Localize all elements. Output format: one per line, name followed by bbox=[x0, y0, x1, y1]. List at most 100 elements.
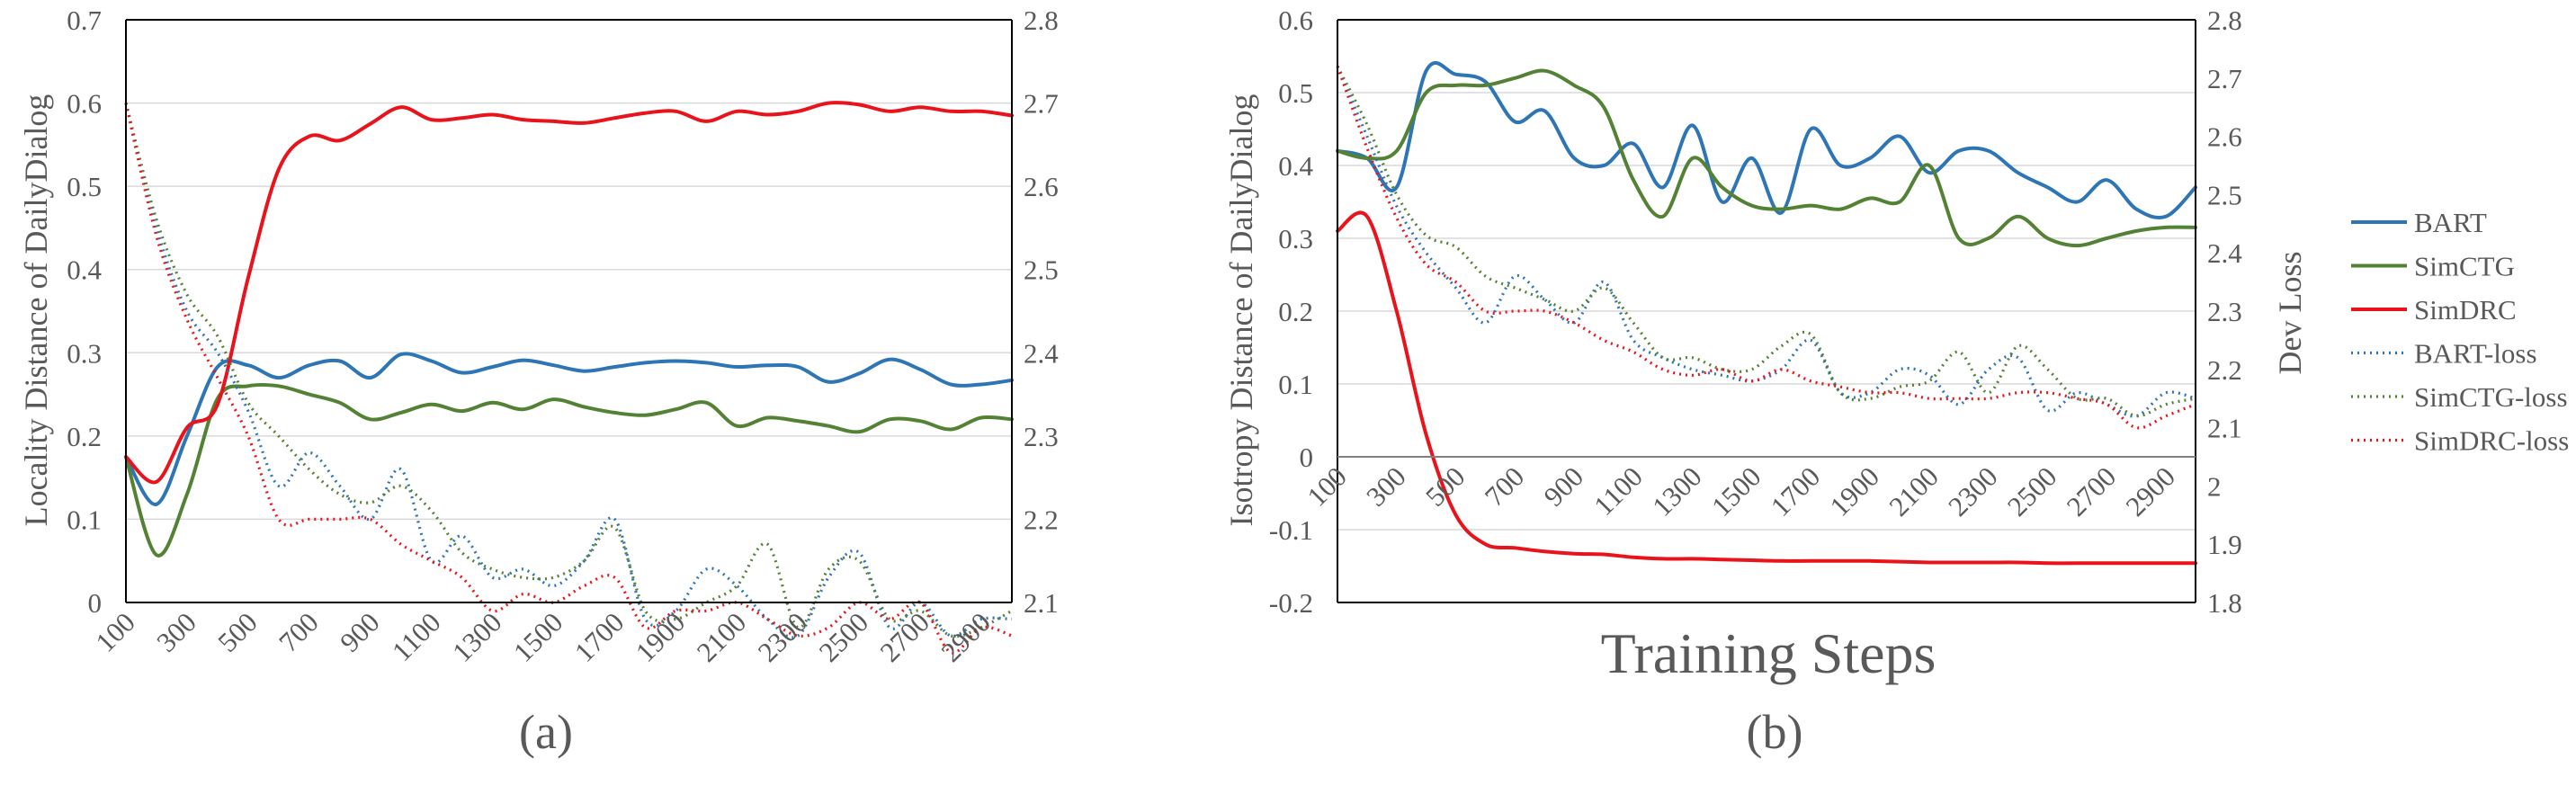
panel-b-left-tick-label: 0.1 bbox=[1278, 369, 1313, 400]
panel-a-left-tick-label: 0.3 bbox=[67, 337, 102, 369]
panel-b-right-tick-label: 2.1 bbox=[2207, 413, 2242, 444]
panel-b-label: (b) bbox=[1747, 705, 1803, 759]
panel-a-left-tick-label: 0.1 bbox=[67, 504, 102, 535]
panel-a-x-tick-label: 1500 bbox=[507, 606, 569, 668]
panel-a-right-tick-label: 2.5 bbox=[1024, 254, 1059, 286]
panel-b-right-tick-labels: 1.8 1.9 2 2.1 2.2 2.3 2.4 2.5 2.6 2.7 2.8 bbox=[2207, 4, 2242, 619]
panel-b-series-simctg-loss bbox=[1336, 66, 2196, 418]
panel-b-chart: -0.2 -0.1 0 0.1 0.2 0.3 0.4 0.5 0.6 1.8 1.9 2 2.1 2.… bbox=[1223, 4, 2308, 759]
panel-b-x-tick-label: 1900 bbox=[1823, 460, 1885, 522]
panel-b-right-tick-label: 2.6 bbox=[2207, 121, 2242, 153]
panel-b-left-tick-label: -0.2 bbox=[1269, 587, 1313, 619]
panel-a-series-simctg bbox=[124, 382, 1014, 558]
panel-a-x-tick-label: 1900 bbox=[630, 606, 692, 668]
panel-b-x-tick-labels: 100 300 500 700 9001100130015001700190021002… bbox=[1301, 460, 2181, 522]
panel-a-y-axis-title: Locality Distance of DailyDialog bbox=[18, 94, 54, 527]
panel-b-left-tick-label: 0.5 bbox=[1278, 77, 1313, 109]
panel-a-x-tick-label: 2100 bbox=[691, 606, 753, 668]
panel-b-series-simdrc bbox=[1336, 210, 2197, 566]
panel-b-x-tick-label: 500 bbox=[1419, 460, 1471, 513]
panel-a-left-tick-label: 0 bbox=[88, 587, 103, 619]
panel-b-left-tick-label: 0.3 bbox=[1278, 223, 1313, 254]
panel-a-right-tick-labels: 2.1 2.2 2.3 2.4 2.5 2.6 2.7 2.8 bbox=[1024, 4, 1059, 619]
panel-a-x-tick-label: 700 bbox=[273, 606, 325, 658]
panel-b-right-tick-label: 2 bbox=[2207, 470, 2222, 502]
panel-b-right-tick-label: 2.7 bbox=[2207, 63, 2242, 94]
panel-a-x-tick-label: 1100 bbox=[386, 606, 447, 667]
panel-b-right-tick-label: 1.9 bbox=[2207, 529, 2242, 560]
panel-b-x-tick-label: 2700 bbox=[2061, 460, 2123, 522]
legend-label-simctg: SimCTG bbox=[2414, 251, 2515, 282]
panel-a-right-tick-label: 2.1 bbox=[1024, 587, 1059, 619]
panel-b-x-tick-label: 300 bbox=[1360, 460, 1412, 513]
panel-b-x-tick-label: 1300 bbox=[1646, 460, 1708, 522]
panel-b-right-tick-label: 1.8 bbox=[2207, 587, 2242, 619]
panel-b-right-tick-label: 2.2 bbox=[2207, 354, 2242, 386]
panel-b-x-tick-label: 1700 bbox=[1765, 460, 1827, 522]
panel-b-series-lines bbox=[1336, 61, 2197, 566]
legend-label-simctg-loss: SimCTG-loss bbox=[2414, 381, 2568, 413]
panel-a-left-tick-label: 0.6 bbox=[67, 88, 102, 120]
panel-a-axes bbox=[125, 19, 1013, 603]
panel-b-x-tick-label: 2500 bbox=[2001, 460, 2063, 522]
panel-a-x-tick-label: 500 bbox=[211, 606, 264, 658]
panel-a-right-tick-label: 2.8 bbox=[1024, 4, 1059, 36]
panel-b-x-tick-label: 2100 bbox=[1883, 460, 1945, 522]
panel-b-right-tick-label: 2.5 bbox=[2207, 179, 2242, 210]
panel-a-x-tick-label: 1700 bbox=[568, 606, 631, 668]
panel-b-x-tick-label: 700 bbox=[1479, 460, 1531, 513]
panel-a-right-tick-label: 2.6 bbox=[1024, 171, 1059, 202]
panel-b-left-tick-label: 0.2 bbox=[1278, 296, 1313, 327]
panel-b-left-tick-labels: -0.2 -0.1 0 0.1 0.2 0.3 0.4 0.5 0.6 bbox=[1269, 4, 1314, 619]
panel-b-y-axis-title: Isotropy Distance of DailyDialog bbox=[1223, 94, 1259, 527]
panel-b-series-simdrc-loss bbox=[1336, 66, 2196, 430]
panel-a-right-tick-label: 2.4 bbox=[1024, 337, 1059, 369]
panel-b-series-bart bbox=[1336, 61, 2197, 220]
panel-a-right-tick-label: 2.3 bbox=[1024, 421, 1059, 452]
panel-b-series-simctg bbox=[1336, 68, 2197, 248]
panel-a-x-tick-label: 2500 bbox=[813, 606, 875, 668]
panel-a-left-tick-label: 0.5 bbox=[67, 171, 102, 202]
panel-a-x-tick-labels: 100 300 500 700 900 1100 1300 1500 1700 1900 2100 2… bbox=[89, 606, 997, 668]
panel-b-x-tick-label: 2300 bbox=[1942, 460, 2004, 522]
panel-b-gridlines bbox=[1337, 19, 2196, 603]
panel-b-left-tick-label: 0 bbox=[1300, 442, 1314, 473]
panel-a-right-tick-label: 2.7 bbox=[1024, 88, 1059, 120]
legend-label-simdrc-loss: SimDRC-loss bbox=[2414, 425, 2569, 457]
panel-a-label: (a) bbox=[519, 705, 573, 759]
panel-a-series-lines bbox=[124, 101, 1014, 655]
panel-a-x-tick-label: 2900 bbox=[935, 606, 997, 668]
panel-b-right-tick-label: 2.3 bbox=[2207, 296, 2242, 327]
panel-a-series-simdrc bbox=[124, 101, 1014, 485]
panel-a-x-tick-label: 1300 bbox=[446, 606, 508, 668]
panel-a-x-tick-label: 300 bbox=[150, 606, 202, 658]
panel-b-series-bart-loss bbox=[1336, 66, 2196, 418]
panel-a-gridlines bbox=[126, 19, 1012, 603]
panel-b-x-tick-label: 1500 bbox=[1705, 460, 1767, 522]
legend: BART SimCTG SimDRC BART-loss SimCTG-loss SimD… bbox=[2351, 207, 2569, 457]
panel-b-axes bbox=[1337, 19, 2196, 603]
panel-b-x-tick-label: 1100 bbox=[1588, 460, 1649, 522]
panel-a-right-tick-label: 2.2 bbox=[1024, 504, 1059, 535]
panel-a-chart: 00.10.20.30.40.50.60.7 2.12.22.32.42.52.… bbox=[18, 4, 1059, 759]
panel-b-right-tick-label: 2.4 bbox=[2207, 237, 2242, 269]
panel-b-right-axis-title: Dev Loss bbox=[2272, 252, 2308, 375]
panel-b-left-tick-label: 0.4 bbox=[1278, 150, 1313, 182]
panel-b-right-tick-label: 2.8 bbox=[2207, 4, 2242, 36]
panel-b-x-tick-label: 900 bbox=[1537, 460, 1589, 513]
panel-a-x-tick-label: 2300 bbox=[752, 606, 814, 668]
panel-a-series-simctg-loss bbox=[124, 103, 1013, 638]
panel-a-series-bart bbox=[124, 352, 1014, 506]
panel-a-left-tick-labels: 0 0.1 0.2 0.3 0.4 0.5 0.6 0.7 bbox=[67, 4, 102, 619]
x-axis-title: Training Steps bbox=[1601, 621, 1936, 685]
panel-b-x-tick-label: 2900 bbox=[2119, 460, 2181, 522]
legend-label-bart: BART bbox=[2414, 207, 2487, 238]
legend-label-simdrc: SimDRC bbox=[2414, 294, 2517, 326]
panel-a-x-tick-label: 900 bbox=[334, 606, 386, 658]
legend-label-bart-loss: BART-loss bbox=[2414, 338, 2537, 370]
panel-a-left-tick-label: 0.4 bbox=[67, 254, 102, 286]
panel-b-left-tick-label: -0.1 bbox=[1269, 514, 1313, 546]
panel-b-left-tick-label: 0.6 bbox=[1278, 4, 1313, 36]
panel-a-left-tick-label: 0.2 bbox=[67, 421, 102, 452]
